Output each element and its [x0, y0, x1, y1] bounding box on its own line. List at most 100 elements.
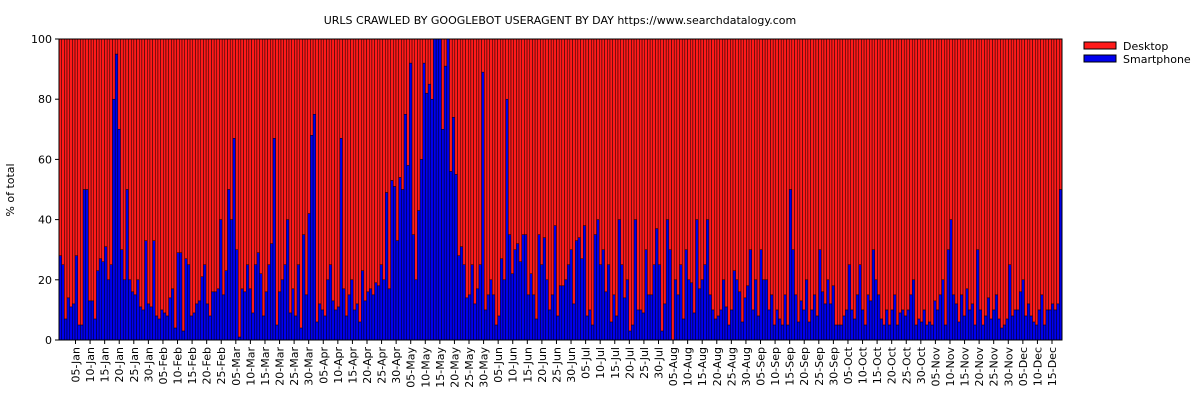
bar-smartphone	[283, 264, 287, 341]
bar-smartphone	[304, 294, 308, 341]
bar-smartphone	[591, 324, 595, 341]
bar-desktop	[106, 38, 111, 281]
bar-desktop	[922, 38, 926, 311]
bar-smartphone	[906, 309, 910, 341]
bar-smartphone	[219, 219, 223, 341]
bar-smartphone	[1010, 315, 1015, 341]
bar-desktop	[756, 38, 760, 317]
bar-smartphone	[615, 315, 619, 341]
bar-desktop	[104, 38, 108, 247]
bar-smartphone	[120, 249, 124, 341]
bar-desktop	[591, 38, 595, 326]
bar-desktop	[550, 38, 555, 296]
bar-smartphone	[1045, 309, 1049, 341]
bar-desktop	[363, 38, 367, 302]
bar-smartphone	[930, 324, 934, 341]
bar-smartphone	[366, 291, 370, 341]
bar-desktop	[484, 38, 488, 311]
bar-smartphone	[730, 309, 734, 341]
bar-desktop	[502, 38, 506, 281]
bar-smartphone	[481, 71, 485, 341]
bar-desktop	[1021, 38, 1025, 281]
legend-label-desktop: Desktop	[1123, 40, 1168, 53]
bar-desktop	[221, 38, 226, 296]
bar-smartphone	[344, 315, 349, 341]
bar-desktop	[524, 38, 528, 235]
bar-desktop	[687, 38, 691, 281]
bar-desktop	[540, 38, 544, 265]
bar-smartphone	[673, 279, 678, 341]
bar-desktop	[93, 38, 97, 320]
bar-smartphone	[997, 318, 1001, 341]
bar-desktop	[786, 38, 790, 326]
bar-smartphone	[339, 138, 343, 341]
bar-desktop	[473, 38, 477, 305]
bar-smartphone	[254, 264, 258, 341]
bar-desktop	[722, 38, 726, 281]
bar-smartphone	[352, 309, 357, 341]
bar-desktop	[625, 38, 629, 281]
bar-desktop	[730, 38, 734, 311]
bar-desktop	[200, 38, 204, 278]
bar-desktop	[270, 38, 274, 244]
bar-smartphone	[149, 306, 153, 341]
x-tick-label: 30-Jan	[142, 347, 155, 383]
bar-desktop	[574, 38, 579, 241]
bar-desktop	[425, 38, 429, 94]
bar-desktop	[417, 38, 421, 211]
bar-smartphone	[885, 309, 889, 341]
bar-smartphone	[1027, 303, 1031, 341]
bar-desktop	[671, 38, 675, 341]
bar-smartphone	[580, 258, 584, 341]
bar-desktop	[770, 38, 774, 296]
bar-smartphone	[994, 294, 999, 341]
bar-smartphone	[944, 324, 948, 341]
bar-smartphone	[1024, 315, 1028, 341]
bar-smartphone	[1032, 321, 1036, 341]
bar-desktop	[165, 38, 169, 317]
bar-smartphone	[379, 264, 383, 341]
bar-desktop	[510, 38, 514, 275]
bar-desktop	[189, 38, 193, 317]
bar-smartphone	[307, 213, 311, 341]
bar-desktop	[232, 38, 236, 139]
bar-desktop	[628, 38, 632, 332]
bar-smartphone	[954, 303, 958, 341]
legend-swatch-smartphone	[1083, 54, 1117, 63]
bar-smartphone	[583, 225, 587, 341]
bar-smartphone	[1051, 303, 1055, 341]
bar-smartphone	[510, 273, 514, 341]
bar-smartphone	[216, 288, 220, 341]
bar-desktop	[259, 38, 263, 275]
bar-smartphone	[176, 252, 180, 341]
bar-desktop	[949, 38, 953, 220]
bar-smartphone	[772, 324, 777, 341]
bar-desktop	[441, 38, 445, 130]
bar-desktop	[813, 38, 817, 296]
bar-smartphone	[837, 324, 841, 341]
bar-desktop	[497, 38, 501, 317]
bar-desktop	[278, 38, 282, 293]
bar-desktop	[714, 38, 718, 320]
bar-desktop	[109, 38, 113, 265]
bar-smartphone	[957, 321, 961, 341]
bar-desktop	[237, 38, 242, 338]
bar-desktop	[973, 38, 977, 326]
bar-smartphone	[518, 261, 522, 341]
bar-desktop	[409, 38, 413, 64]
bar-desktop	[569, 38, 573, 250]
bar-desktop	[909, 38, 913, 296]
bar-smartphone	[61, 264, 65, 341]
bar-smartphone	[422, 62, 426, 341]
x-tick-label: 25-Mar	[288, 347, 301, 386]
bar-desktop	[936, 38, 940, 311]
bar-smartphone	[179, 252, 183, 341]
bar-smartphone	[529, 273, 533, 341]
bar-smartphone	[227, 189, 231, 341]
bar-desktop	[184, 38, 188, 259]
x-tick-label: 25-Sep	[813, 347, 826, 386]
bar-smartphone	[978, 309, 982, 341]
bar-smartphone	[861, 309, 865, 341]
bar-desktop	[361, 38, 365, 271]
bar-desktop	[564, 38, 568, 281]
